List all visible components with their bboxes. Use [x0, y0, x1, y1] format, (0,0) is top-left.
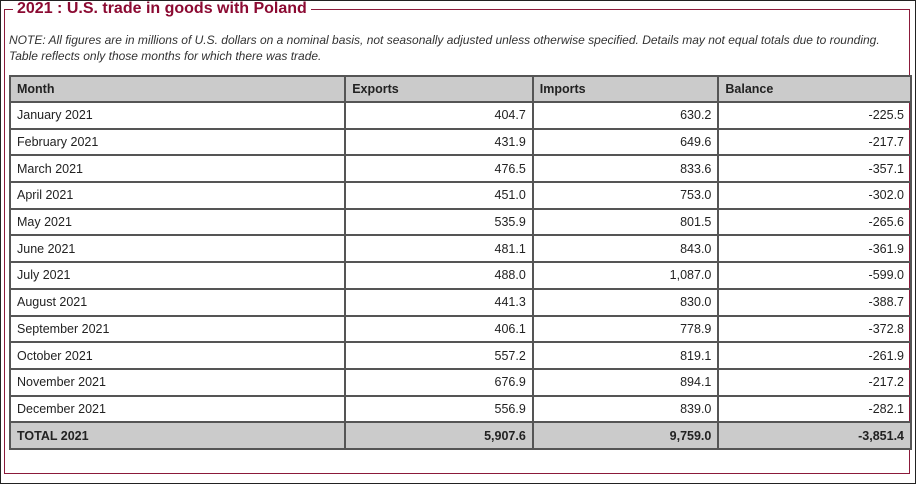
imports-cell: 819.1	[531, 341, 720, 370]
balance-cell: -357.1	[717, 154, 912, 184]
exports-cell: 557.2	[344, 341, 534, 370]
table-row: February 2021 431.9 649.6 -217.7	[8, 127, 912, 157]
table-row: September 2021 406.1 778.9 -372.8	[8, 314, 912, 344]
imports-cell: 649.6	[531, 127, 720, 157]
exports-cell: 481.1	[344, 234, 534, 264]
imports-cell: 1,087.0	[531, 261, 720, 290]
trade-table: Month Exports Imports Balance January 20…	[8, 75, 912, 450]
exports-cell: 535.9	[344, 207, 534, 237]
header-month: Month	[8, 75, 347, 103]
exports-cell: 431.9	[344, 127, 534, 157]
imports-cell: 894.1	[531, 367, 720, 397]
balance-cell: -217.2	[717, 367, 912, 397]
exports-cell: 5,907.6	[344, 421, 534, 450]
exports-cell: 556.9	[344, 394, 534, 424]
month-cell: March 2021	[8, 154, 347, 184]
balance-cell: -388.7	[717, 287, 912, 317]
exports-cell: 451.0	[344, 181, 534, 210]
table-row: April 2021 451.0 753.0 -302.0	[8, 181, 912, 210]
table-row: October 2021 557.2 819.1 -261.9	[8, 341, 912, 370]
imports-cell: 830.0	[531, 287, 720, 317]
exports-cell: 476.5	[344, 154, 534, 184]
month-cell: May 2021	[8, 207, 347, 237]
imports-cell: 833.6	[531, 154, 720, 184]
month-cell: August 2021	[8, 287, 347, 317]
month-cell: TOTAL 2021	[8, 421, 347, 450]
table-row: November 2021 676.9 894.1 -217.2	[8, 367, 912, 397]
imports-cell: 778.9	[531, 314, 720, 344]
exports-cell: 404.7	[344, 101, 534, 130]
balance-cell: -282.1	[717, 394, 912, 424]
total-row: TOTAL 2021 5,907.6 9,759.0 -3,851.4	[8, 421, 912, 450]
imports-cell: 839.0	[531, 394, 720, 424]
month-cell: October 2021	[8, 341, 347, 370]
exports-cell: 406.1	[344, 314, 534, 344]
month-cell: February 2021	[8, 127, 347, 157]
header-exports: Exports	[344, 75, 534, 103]
table-row: July 2021 488.0 1,087.0 -599.0	[8, 261, 912, 290]
month-cell: November 2021	[8, 367, 347, 397]
balance-cell: -3,851.4	[717, 421, 912, 450]
imports-cell: 753.0	[531, 181, 720, 210]
header-balance: Balance	[717, 75, 912, 103]
balance-cell: -265.6	[717, 207, 912, 237]
balance-cell: -217.7	[717, 127, 912, 157]
table-row: March 2021 476.5 833.6 -357.1	[8, 154, 912, 184]
section-title: 2021 : U.S. trade in goods with Poland	[17, 0, 307, 17]
balance-cell: -225.5	[717, 101, 912, 130]
table-row: December 2021 556.9 839.0 -282.1	[8, 394, 912, 424]
table-row: May 2021 535.9 801.5 -265.6	[8, 207, 912, 237]
imports-cell: 843.0	[531, 234, 720, 264]
balance-cell: -361.9	[717, 234, 912, 264]
imports-cell: 801.5	[531, 207, 720, 237]
balance-cell: -599.0	[717, 261, 912, 290]
month-cell: July 2021	[8, 261, 347, 290]
header-imports: Imports	[531, 75, 720, 103]
table-row: June 2021 481.1 843.0 -361.9	[8, 234, 912, 264]
month-cell: April 2021	[8, 181, 347, 210]
balance-cell: -372.8	[717, 314, 912, 344]
table-row: January 2021 404.7 630.2 -225.5	[8, 101, 912, 130]
note-text: NOTE: All figures are in millions of U.S…	[9, 33, 880, 63]
header-row: Month Exports Imports Balance	[8, 75, 912, 103]
month-cell: September 2021	[8, 314, 347, 344]
balance-cell: -302.0	[717, 181, 912, 210]
exports-cell: 441.3	[344, 287, 534, 317]
month-cell: June 2021	[8, 234, 347, 264]
imports-cell: 630.2	[531, 101, 720, 130]
imports-cell: 9,759.0	[531, 421, 720, 450]
exports-cell: 488.0	[344, 261, 534, 290]
table-row: August 2021 441.3 830.0 -388.7	[8, 287, 912, 317]
month-cell: January 2021	[8, 101, 347, 130]
month-cell: December 2021	[8, 394, 347, 424]
balance-cell: -261.9	[717, 341, 912, 370]
exports-cell: 676.9	[344, 367, 534, 397]
